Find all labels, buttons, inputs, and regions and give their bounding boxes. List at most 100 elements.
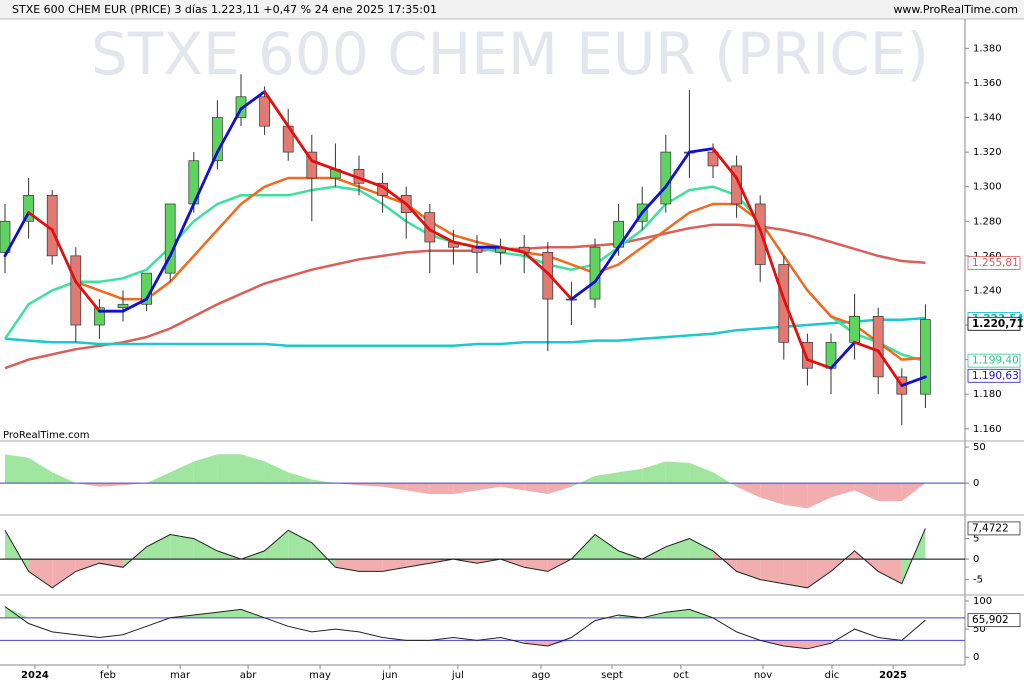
indicator-fill: [689, 538, 713, 560]
x-tick-label: 2025: [879, 670, 907, 681]
y-tick-label: 1.160: [973, 424, 1002, 435]
price-label-box: [967, 368, 1021, 383]
price-label-box: [967, 353, 1021, 368]
indicator-fill: [288, 530, 312, 560]
value-label: 7,4722: [972, 522, 1009, 534]
indicator-line: [4, 528, 926, 589]
indicator-fill: [99, 483, 123, 487]
indicator-fill: [665, 609, 690, 618]
indicator-fill: [359, 483, 383, 487]
candle-body: [117, 303, 129, 309]
ma-line-segment: [499, 245, 526, 254]
y-tick-label: 1.240: [973, 285, 1002, 296]
y-tick-label: 0: [973, 478, 979, 489]
ma-line-segment: [688, 147, 715, 154]
candle-body: [872, 316, 884, 378]
ma-line: [4, 223, 926, 370]
indicator-fill: [335, 483, 359, 486]
x-tick-label: abr: [240, 670, 257, 681]
ma-line-segment: [121, 297, 149, 313]
candle-body: [731, 165, 742, 205]
ma-line-segment: [664, 150, 691, 189]
ma-line-segment: [593, 245, 620, 284]
indicator-fill: [193, 454, 218, 484]
indicator-fill: [878, 559, 902, 584]
x-tick-label: ago: [532, 670, 551, 681]
ma-line-segment: [74, 280, 101, 313]
indicator-fill: [52, 559, 76, 588]
x-tick-label: oct: [673, 670, 689, 681]
y-tick-label: 0: [973, 652, 979, 663]
y-tick-label: 100: [973, 596, 992, 607]
indicator-fill: [500, 483, 525, 491]
y-tick-label: 50: [973, 624, 986, 635]
indicator-fill: [595, 472, 619, 484]
y-tick-label: 1.180: [973, 389, 1002, 400]
indicator-fill: [382, 559, 407, 572]
candle-body: [920, 319, 931, 395]
indicator-fill: [618, 468, 643, 484]
indicator-fill: [382, 483, 407, 491]
price-label-box: [967, 316, 1021, 331]
indicator-fill: [878, 483, 902, 502]
candle-body: [849, 316, 860, 343]
candle-body: [306, 151, 318, 179]
candle-body: [424, 212, 436, 243]
ma-line-segment: [50, 228, 78, 284]
indicator-fill: [193, 612, 218, 618]
ma-line-segment: [546, 271, 573, 301]
indicator-fill: [642, 461, 666, 484]
value-label-box: [967, 521, 1021, 536]
candle-body: [778, 264, 790, 343]
ma-line-segment: [239, 90, 267, 111]
ma-line-segment: [570, 280, 597, 301]
price-label: 1.220,71: [972, 318, 1024, 330]
ma-line-segment: [286, 124, 314, 163]
ma-line-segment: [640, 185, 668, 215]
ma-line-segment: [310, 159, 337, 171]
indicator-fill: [241, 454, 265, 484]
source: www.ProRealTime.com: [893, 3, 1018, 16]
ma-line-segment: [853, 340, 880, 353]
y-tick-label: 1.320: [973, 147, 1002, 158]
ma-line-segment: [27, 211, 54, 232]
ma-line-segment: [3, 211, 31, 258]
indicator-fill: [170, 461, 194, 484]
candle-body: [707, 151, 719, 167]
indicator-fill: [595, 534, 619, 560]
x-tick-label: dic: [825, 670, 840, 681]
ma-line-segment: [735, 176, 762, 232]
indicator-fill: [406, 483, 430, 494]
indicator-fill: [524, 640, 548, 646]
candle-body: [23, 194, 34, 222]
price-label: 1.190,63: [972, 370, 1019, 382]
y-tick-label: -5: [973, 575, 983, 586]
ma-line: [4, 316, 926, 348]
price-label: 1.199,40: [972, 355, 1019, 367]
indicator-fill: [406, 559, 430, 568]
ma-line-segment: [215, 107, 243, 154]
indicator-fill: [75, 559, 100, 572]
indicator-fill: [264, 530, 289, 560]
y-tick-label: 1.300: [973, 182, 1002, 193]
indicator-fill: [736, 483, 761, 498]
chart-title: STXE 600 CHEM EUR (PRICE) 3 días 1.223,1…: [12, 3, 437, 16]
candle-body: [212, 117, 223, 162]
indicator-fill: [901, 483, 926, 502]
indicator-fill: [288, 472, 312, 484]
ma-line-segment: [381, 185, 408, 206]
indicator-fill: [783, 640, 808, 649]
indicator-fill: [854, 483, 879, 502]
indicator-fill: [359, 559, 383, 572]
indicator-fill: [783, 483, 808, 509]
indicator-fill: [123, 483, 147, 486]
indicator-fill: [28, 457, 53, 484]
price-label-box: [967, 256, 1021, 270]
x-tick-label: jul: [451, 670, 464, 681]
x-tick-label: jun: [381, 670, 397, 681]
ma-line-segment: [357, 176, 385, 189]
indicator-fill: [217, 454, 241, 484]
indicator-fill: [547, 483, 572, 494]
indicator-fill: [807, 483, 831, 509]
ma-line-segment: [404, 202, 432, 232]
